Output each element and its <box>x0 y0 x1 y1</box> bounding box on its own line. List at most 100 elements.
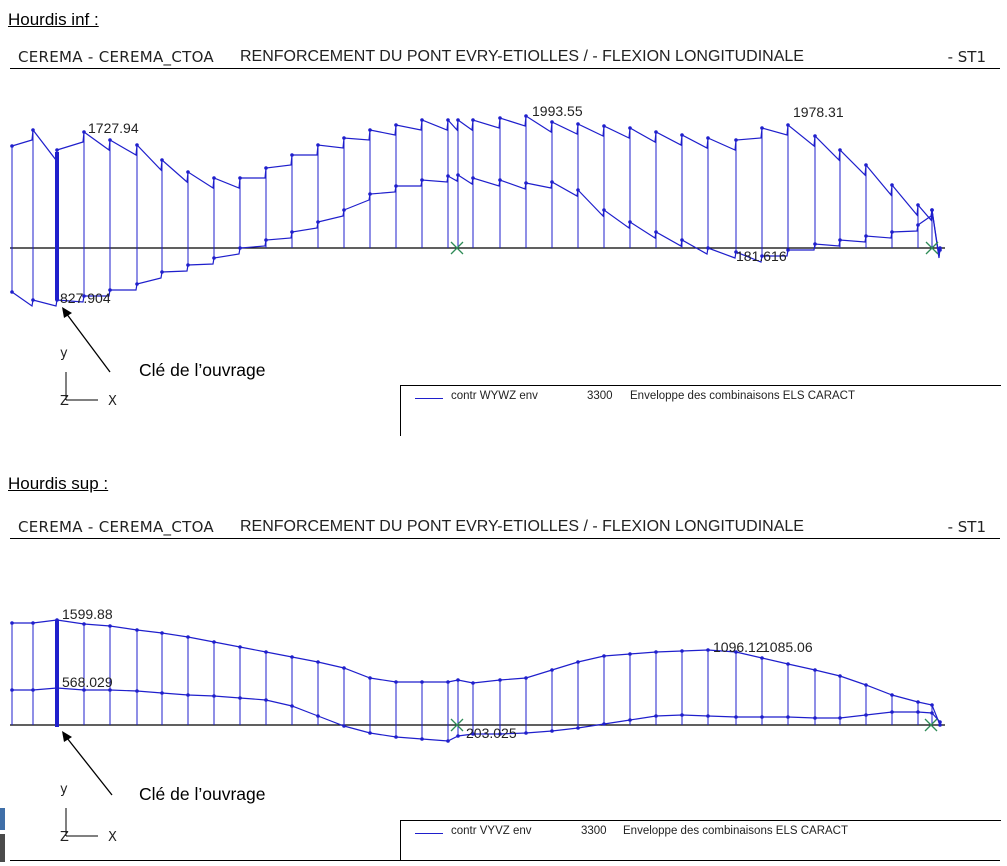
node-point <box>602 208 606 212</box>
node-point <box>838 238 842 242</box>
header-suffix: - ST1 <box>947 48 986 66</box>
node-point <box>186 263 190 267</box>
node-point <box>10 621 14 625</box>
node-point <box>446 739 450 743</box>
node-point <box>290 704 294 708</box>
node-point <box>628 652 632 656</box>
edge-decoration <box>0 834 5 862</box>
ordinate-lines <box>11 116 941 300</box>
node-point <box>524 114 528 118</box>
node-point <box>160 270 164 274</box>
node-point <box>10 144 14 148</box>
node-point <box>264 166 268 170</box>
node-point <box>82 130 86 134</box>
node-point <box>760 126 764 130</box>
node-point <box>930 703 934 707</box>
node-point <box>760 656 764 660</box>
node-point <box>628 126 632 130</box>
node-point <box>212 640 216 644</box>
node-point <box>342 208 346 212</box>
node-point <box>786 248 790 252</box>
node-point <box>316 660 320 664</box>
node-point <box>456 678 460 682</box>
node-point <box>890 710 894 714</box>
label-max: 1599.88 <box>62 606 113 622</box>
node-point <box>394 735 398 739</box>
node-point <box>498 732 502 736</box>
node-point <box>930 711 934 715</box>
node-point <box>186 170 190 174</box>
key-section-note: Clé de l’ouvrage <box>139 360 266 380</box>
node-point <box>706 246 710 250</box>
node-point <box>264 238 268 242</box>
node-point <box>576 122 580 126</box>
node-point <box>602 124 606 128</box>
node-point <box>628 718 632 722</box>
node-point <box>212 256 216 260</box>
node-point <box>916 710 920 714</box>
node-point <box>550 668 554 672</box>
node-point <box>420 737 424 741</box>
node-point <box>238 246 242 250</box>
node-point <box>31 621 35 625</box>
stress-diagram-inf: 1727.94 1993.55 1978.31 827.904 181.616 … <box>10 103 945 409</box>
label-right-b: 1085.06 <box>762 639 813 655</box>
node-point <box>680 649 684 653</box>
node-point <box>264 650 268 654</box>
node-point <box>394 123 398 127</box>
node-point <box>550 180 554 184</box>
node-point <box>498 116 502 120</box>
axis-y-label: y <box>60 782 68 797</box>
axis-triad: y Z X <box>60 782 117 845</box>
node-point <box>602 722 606 726</box>
node-point <box>706 648 710 652</box>
node-point <box>916 700 920 704</box>
label-min-left: 827.904 <box>60 290 111 306</box>
node-point <box>135 282 139 286</box>
legend-inf: contr WYWZ env 3300 Enveloppe des combin… <box>400 385 1001 436</box>
node-point <box>471 681 475 685</box>
node-point <box>864 163 868 167</box>
ordinate-lines <box>11 620 941 741</box>
label-mid: 568.029 <box>62 674 113 690</box>
node-point <box>446 680 450 684</box>
node-point <box>456 734 460 738</box>
edge-decoration <box>0 808 5 830</box>
node-point <box>238 176 242 180</box>
node-point <box>368 731 372 735</box>
node-point <box>813 716 817 720</box>
node-point <box>31 298 35 302</box>
legend-description: Enveloppe des combinaisons ELS CARACT <box>630 390 856 402</box>
node-point <box>838 148 842 152</box>
label-peak: 1993.55 <box>532 103 583 119</box>
node-point <box>813 668 817 672</box>
section-heading-inf: Hourdis inf : <box>8 10 99 29</box>
node-point <box>290 153 294 157</box>
node-point <box>576 726 580 730</box>
label-right-max: 1978.31 <box>793 104 844 120</box>
node-point <box>394 184 398 188</box>
node-point <box>498 178 502 182</box>
support-marks <box>450 718 938 732</box>
section-heading-sup: Hourdis sup : <box>8 474 109 493</box>
node-point <box>786 123 790 127</box>
node-point <box>471 732 475 736</box>
node-point <box>550 120 554 124</box>
node-point <box>135 689 139 693</box>
node-point <box>786 662 790 666</box>
node-point <box>864 683 868 687</box>
node-point <box>290 655 294 659</box>
envelope-curves <box>10 618 942 743</box>
node-point <box>654 130 658 134</box>
node-point <box>524 731 528 735</box>
key-arrow <box>62 307 111 373</box>
node-point <box>838 674 842 678</box>
node-point <box>813 134 817 138</box>
node-point <box>368 192 372 196</box>
header-title: RENFORCEMENT DU PONT EVRY-ETIOLLES / - F… <box>240 48 804 65</box>
node-point <box>420 118 424 122</box>
label-min: 203.025 <box>466 725 517 741</box>
node-point <box>864 234 868 238</box>
node-point <box>212 176 216 180</box>
node-point <box>264 698 268 702</box>
